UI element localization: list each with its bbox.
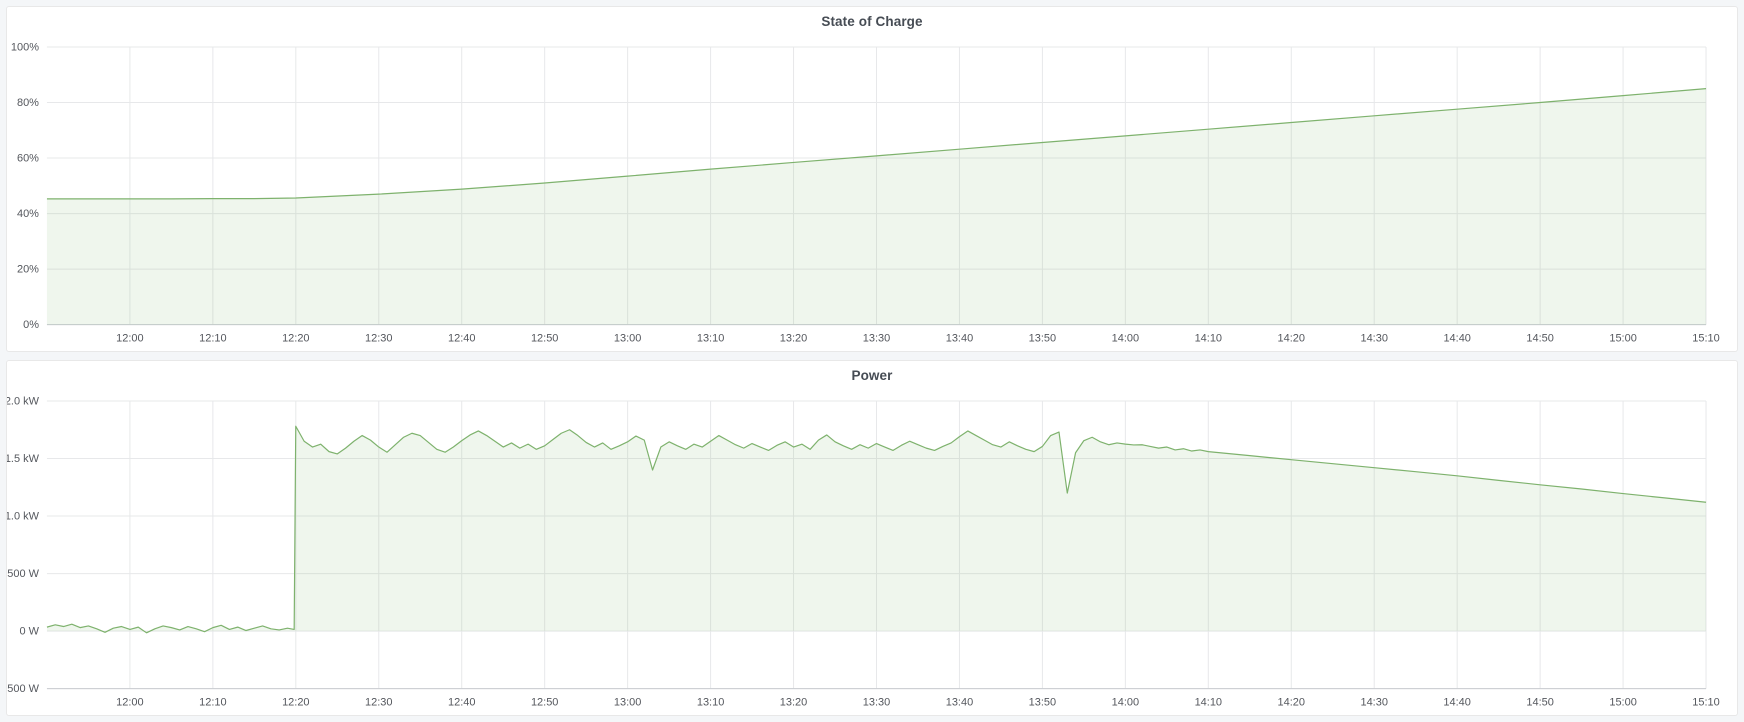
dashboard: State of Charge 0% 20% 40% 60% 80% 100% 12:00 1… bbox=[6, 6, 1738, 716]
x-tick-label: 14:30 bbox=[1360, 333, 1387, 345]
x-tick-label: 12:30 bbox=[365, 333, 392, 345]
x-tick-label: 14:00 bbox=[1112, 333, 1139, 345]
x-tick-label: 13:50 bbox=[1029, 697, 1056, 709]
x-tick-label: 14:50 bbox=[1526, 333, 1553, 345]
series-area bbox=[46, 88, 1707, 325]
panel-power: Power -500 W 0 W 500 W 1.0 kW 1.5 kW 2.0 kW 12… bbox=[6, 360, 1738, 716]
y-tick-label: 40% bbox=[17, 208, 39, 220]
x-tick-label: 14:40 bbox=[1443, 333, 1470, 345]
x-tick-label: 14:30 bbox=[1360, 697, 1387, 709]
x-tick-label: 14:10 bbox=[1195, 333, 1222, 345]
x-tick-label: 13:30 bbox=[863, 697, 890, 709]
y-tick-label: -500 W bbox=[7, 683, 40, 695]
y-tick-label: 500 W bbox=[7, 568, 39, 580]
y-tick-label: 1.0 kW bbox=[7, 511, 40, 523]
x-tick-label: 14:50 bbox=[1526, 697, 1553, 709]
panel-title-power[interactable]: Power bbox=[851, 368, 893, 383]
y-tick-label: 0% bbox=[23, 319, 39, 331]
y-tick-label: 60% bbox=[17, 153, 39, 165]
x-tick-label: 13:40 bbox=[946, 333, 973, 345]
x-tick-label: 14:00 bbox=[1112, 697, 1139, 709]
x-tick-label: 12:10 bbox=[199, 697, 226, 709]
x-tick-label: 14:40 bbox=[1443, 697, 1470, 709]
x-tick-label: 13:50 bbox=[1029, 333, 1056, 345]
x-tick-label: 12:40 bbox=[448, 697, 475, 709]
x-tick-label: 14:20 bbox=[1278, 697, 1305, 709]
x-tick-label: 12:00 bbox=[116, 697, 143, 709]
x-tick-label: 13:00 bbox=[614, 697, 641, 709]
panel-state-of-charge: State of Charge 0% 20% 40% 60% 80% 100% 12:00 1… bbox=[6, 6, 1738, 352]
y-tick-label: 20% bbox=[17, 264, 39, 276]
panel-title-state-of-charge[interactable]: State of Charge bbox=[821, 14, 923, 29]
x-tick-label: 12:10 bbox=[199, 333, 226, 345]
x-tick-label: 12:20 bbox=[282, 697, 309, 709]
x-tick-label: 12:30 bbox=[365, 697, 392, 709]
series-line bbox=[46, 88, 1707, 200]
x-tick-label: 13:00 bbox=[614, 333, 641, 345]
x-tick-label: 13:30 bbox=[863, 333, 890, 345]
x-tick-label: 14:10 bbox=[1195, 697, 1222, 709]
x-tick-label: 12:40 bbox=[448, 333, 475, 345]
x-tick-label: 13:20 bbox=[780, 697, 807, 709]
y-tick-label: 2.0 kW bbox=[7, 395, 40, 407]
x-tick-label: 13:40 bbox=[946, 697, 973, 709]
y-tick-label: 80% bbox=[17, 97, 39, 109]
power-chart: -500 W 0 W 500 W 1.0 kW 1.5 kW 2.0 kW 12:00 12:… bbox=[7, 389, 1737, 717]
x-tick-label: 15:10 bbox=[1692, 333, 1719, 345]
y-tick-label: 0 W bbox=[19, 626, 39, 638]
x-tick-label: 15:10 bbox=[1692, 697, 1719, 709]
y-tick-label: 1.5 kW bbox=[7, 453, 40, 465]
x-tick-label: 12:00 bbox=[116, 333, 143, 345]
power-chart-svg[interactable]: -500 W 0 W 500 W 1.0 kW 1.5 kW 2.0 kW 12:00 12:… bbox=[7, 389, 1737, 717]
y-tick-label: 100% bbox=[11, 41, 39, 53]
x-tick-label: 12:50 bbox=[531, 333, 558, 345]
x-tick-label: 13:10 bbox=[697, 697, 724, 709]
x-tick-label: 13:10 bbox=[697, 333, 724, 345]
series-line bbox=[46, 425, 1707, 634]
series-area bbox=[46, 426, 1707, 633]
x-tick-label: 15:00 bbox=[1609, 697, 1636, 709]
x-tick-label: 13:20 bbox=[780, 333, 807, 345]
x-tick-label: 12:20 bbox=[282, 333, 309, 345]
x-tick-label: 14:20 bbox=[1278, 333, 1305, 345]
x-tick-label: 15:00 bbox=[1609, 333, 1636, 345]
x-tick-label: 12:50 bbox=[531, 697, 558, 709]
soc-chart: 0% 20% 40% 60% 80% 100% 12:00 12:10 12:20 12:30 12… bbox=[7, 35, 1737, 353]
soc-chart-svg[interactable]: 0% 20% 40% 60% 80% 100% 12:00 12:10 12:20 12:30 12… bbox=[7, 35, 1737, 353]
